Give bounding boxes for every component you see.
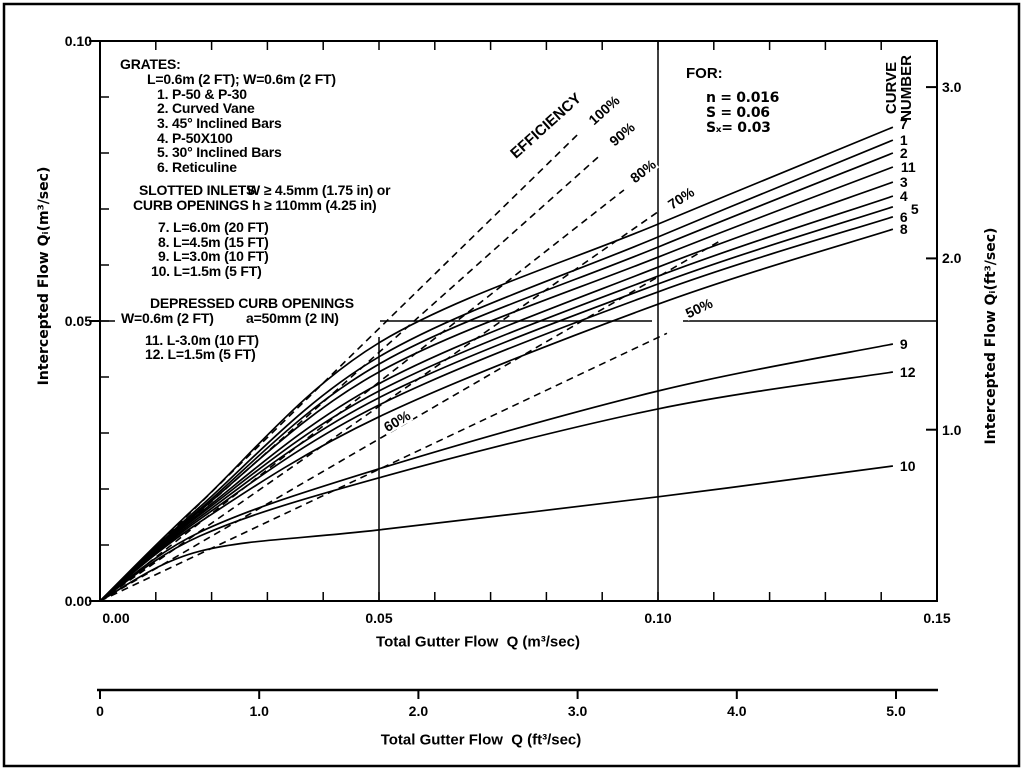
y-tick-label-m: 0.05 [64,313,92,329]
curve-number-2: 2 [899,145,908,161]
curve-number-7: 7 [899,116,908,133]
curve-path-4 [99,195,894,602]
ft-axis-tick-label: 4.0 [727,703,747,719]
legend-line: 6. Reticuline [157,159,237,175]
x-tick-label-m: 0.00 [102,610,130,626]
legend-line: 3. 45° Inclined Bars [157,115,282,131]
curve-path-9 [99,343,894,602]
legend-line: 9. L=3.0m (10 FT) [158,248,269,264]
y-tick-label-ft: 2.0 [942,250,962,267]
curve-path-11 [99,166,894,602]
curve-number-heading-line: NUMBER [898,55,915,121]
curve-number-5: 5 [910,200,919,217]
legend-line-col2: h ≥ 110mm (4.25 in) [252,197,377,213]
curve-path-8 [99,228,894,602]
legend-line: GRATES: [120,56,181,72]
ft-axis-tick-label: 3.0 [567,703,588,719]
curve-path-7 [99,126,894,602]
y-tick-label-m: 0.10 [64,33,92,49]
x-tick-label-m: 0.05 [365,610,393,626]
y-tick-label-ft: 3.0 [942,79,962,96]
ft-axis-tick-label: 0 [96,703,104,719]
curve-number-12: 12 [899,363,916,380]
curve-path-5 [99,205,894,602]
x-tick-label-m: 0.10 [644,610,672,626]
legend-line: 1. P-50 & P-30 [157,86,247,102]
curve-number-heading-line: CURVE [882,61,900,115]
curve-number-1: 1 [899,132,908,149]
efficiency-line-80% [99,189,625,602]
curve-number-10: 10 [899,458,916,475]
curve-number-3: 3 [899,174,908,191]
ft-axis-tick-label: 5.0 [886,703,906,719]
y-tick-label-m: 0.00 [64,593,92,609]
curve-path-12 [99,371,894,602]
y-axis-title-imperial: Intercepted Flow Qᵢ(ft³/sec) [983,227,999,445]
legend-line: 12. L=1.5m (5 FT) [145,346,256,362]
legend-line: DEPRESSED CURB OPENINGS [150,295,354,311]
curve-number-6: 6 [899,208,908,225]
legend-line-col2: a=50mm (2 IN) [246,310,339,326]
curve-number-heading-text: CURVE NUMBER [882,55,915,121]
legend-line: L=0.6m (2 FT); W=0.6m (2 FT) [147,71,336,87]
ft-axis-tick-label: 1.0 [249,703,269,719]
for-label: FOR: [686,65,723,82]
legend-line: CURB OPENINGS [133,197,249,213]
curve-path-6 [99,215,894,602]
legend-line-col2: W ≥ 4.5mm (1.75 in) or [247,182,391,198]
legend-line: SLOTTED INLETS [139,182,256,198]
legend-line: W=0.6m (2 FT) [121,310,214,326]
curve-number-9: 9 [899,335,908,352]
for-condition-item: Sₓ= 0.03 [706,120,771,136]
legend-line: 7. L=6.0m (20 FT) [158,219,269,235]
x-tick-label-m: 0.15 [923,610,951,626]
curve-number-8: 8 [899,221,908,238]
secondary-x-axis [97,688,938,699]
capacity-curves [99,126,894,602]
axis-ticks [89,40,937,602]
curve-path-10 [99,465,894,602]
curve-path-1 [99,139,894,602]
curve-path-3 [99,181,894,602]
curve-number-4: 4 [899,188,908,205]
curve-path-2 [99,152,894,602]
curve-number-heading: CURVE NUMBER [853,55,945,121]
ft-axis-tick-label: 2.0 [408,703,429,719]
legend-line: 11. L-3.0m (10 FT) [145,332,259,348]
legend-line: 10. L=1.5m (5 FT) [151,263,262,279]
x-axis-title-imperial: Total Gutter Flow Q (ft³/sec) [380,731,582,749]
x-axis-title-metric: Total Gutter Flow Q (m³/sec) [376,633,580,651]
y-axis-title-metric: Intercepted Flow Qᵢ(m³/sec) [36,166,52,386]
legend-line: 2. Curved Vane [157,100,255,116]
for-condition-item: S = 0.06 [706,105,770,121]
legend-line: 5. 30° Inclined Bars [157,144,282,160]
legend-line: 8. L=4.5m (15 FT) [158,234,269,250]
curve-number-11: 11 [900,159,916,175]
legend-line: 4. P-50X100 [157,130,233,146]
y-tick-label-ft: 1.0 [942,421,962,438]
for-condition-item: n = 0.016 [706,90,780,106]
